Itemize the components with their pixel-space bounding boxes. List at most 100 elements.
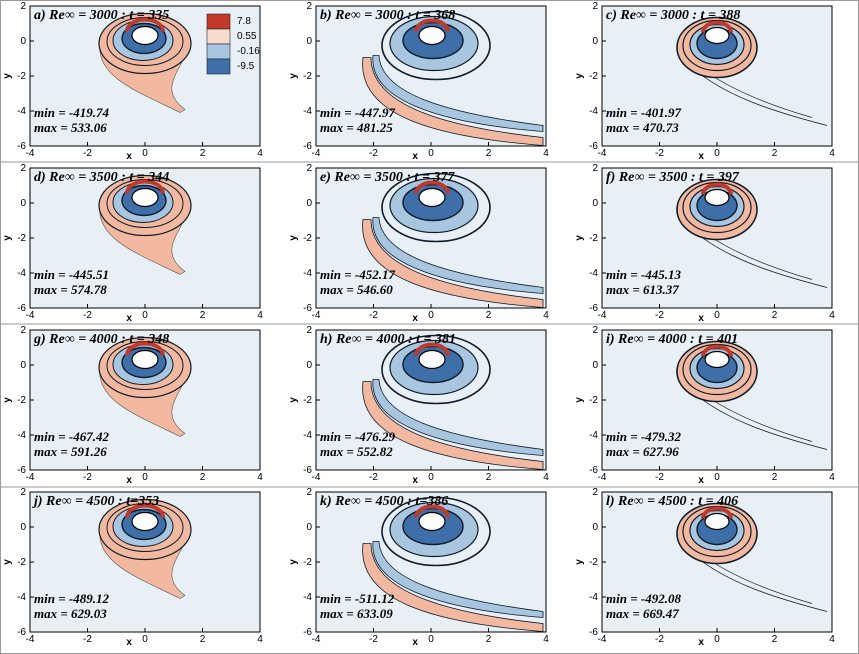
panel-title: k) Re∞ = 4500 : t=386 — [320, 494, 448, 509]
min-value: min = -447.97 — [320, 105, 395, 120]
swirl-arm — [362, 381, 544, 470]
x-tick-label: 0 — [714, 148, 720, 159]
x-tick-label: -2 — [369, 310, 378, 321]
y-tick-label: 0 — [20, 36, 26, 47]
colorbar-label: 7.8 — [237, 16, 251, 27]
min-value: min = -467.42 — [34, 429, 109, 444]
x-tick-label: 4 — [257, 634, 263, 645]
cylinder — [418, 349, 446, 370]
colorbar-swatch — [206, 13, 231, 30]
x-tick-label: -4 — [312, 472, 321, 483]
y-tick-label: 2 — [592, 487, 598, 498]
outer-ring — [381, 334, 491, 405]
y-tick-label: 2 — [306, 487, 312, 498]
y-tick-label: 0 — [306, 522, 312, 533]
y-axis-label: y — [2, 73, 13, 79]
y-tick-label: 2 — [306, 1, 312, 12]
x-tick-label: -4 — [312, 310, 321, 321]
x-tick-label: -4 — [598, 148, 607, 159]
y-tick-label: -2 — [589, 557, 598, 568]
y-tick-label: -6 — [589, 141, 598, 152]
red-cap — [414, 18, 450, 32]
wake-line — [706, 234, 813, 280]
min-value: min = -419.74 — [34, 105, 109, 120]
x-axis-label: x — [126, 475, 132, 486]
max-value: max = 470.73 — [606, 120, 679, 135]
red-cap — [414, 504, 450, 518]
max-value: max = 613.37 — [606, 282, 679, 297]
wake-line — [691, 67, 828, 126]
x-tick-label: 2 — [486, 148, 492, 159]
y-tick-label: -6 — [17, 141, 26, 152]
y-axis-label: y — [574, 235, 585, 241]
panel-title: g) Re∞ = 4000 : t = 348 — [33, 332, 169, 347]
y-tick-label: -6 — [589, 627, 598, 638]
colorbar-swatch — [206, 28, 231, 45]
x-axis-label: x — [126, 151, 132, 162]
x-tick-label: 2 — [486, 310, 492, 321]
y-tick-label: 2 — [20, 325, 26, 336]
max-value: max = 669.47 — [606, 606, 679, 621]
y-tick-label: 0 — [306, 198, 312, 209]
x-tick-label: 2 — [200, 148, 206, 159]
x-tick-label: -2 — [655, 310, 664, 321]
y-tick-label: 2 — [306, 163, 312, 174]
panel-title: h) Re∞ = 4000 : t = 381 — [320, 332, 456, 347]
wake-line — [706, 558, 813, 604]
y-tick-label: 2 — [592, 163, 598, 174]
cylinder — [131, 187, 159, 208]
red-cap — [125, 503, 165, 518]
x-tick-label: -4 — [26, 472, 35, 483]
x-axis-label: x — [698, 475, 704, 486]
y-axis-label: y — [2, 559, 13, 565]
panel-title: b) Re∞ = 3000 : t = 368 — [320, 8, 455, 23]
max-value: max = 481.25 — [320, 120, 393, 135]
x-tick-label: 0 — [428, 310, 434, 321]
y-tick-label: -2 — [17, 557, 26, 568]
colorbar-label: 0.55 — [237, 31, 257, 42]
outer-ring — [381, 172, 491, 243]
y-tick-label: 0 — [592, 198, 598, 209]
y-tick-label: -2 — [303, 71, 312, 82]
y-tick-label: -6 — [303, 141, 312, 152]
x-tick-label: 4 — [829, 634, 835, 645]
x-tick-label: -4 — [26, 310, 35, 321]
x-tick-label: -2 — [83, 310, 92, 321]
swirl-arm — [372, 541, 544, 618]
x-tick-label: 0 — [428, 472, 434, 483]
y-tick-label: -4 — [17, 592, 26, 603]
y-tick-label: -6 — [17, 303, 26, 314]
x-axis-label: x — [698, 313, 704, 324]
red-cap — [125, 179, 165, 194]
y-tick-label: 0 — [592, 360, 598, 371]
y-tick-label: 2 — [20, 163, 26, 174]
y-tick-label: -4 — [589, 592, 598, 603]
x-tick-label: -2 — [655, 148, 664, 159]
max-value: max = 627.96 — [606, 444, 679, 459]
y-tick-label: -2 — [303, 557, 312, 568]
x-tick-label: 4 — [829, 472, 835, 483]
contour-line — [106, 341, 184, 390]
red-cap — [701, 506, 733, 519]
max-value: max = 629.03 — [34, 606, 107, 621]
y-tick-label: 2 — [20, 1, 26, 12]
cylinder — [704, 188, 730, 207]
x-tick-label: 0 — [428, 634, 434, 645]
wake-line — [706, 72, 813, 118]
swirl-arm — [362, 57, 544, 146]
x-axis-label: x — [126, 637, 132, 648]
x-tick-label: -4 — [312, 634, 321, 645]
cylinder — [131, 349, 159, 370]
y-axis-label: y — [288, 397, 299, 403]
cylinder — [131, 511, 159, 532]
red-cap — [414, 180, 450, 194]
x-tick-label: -2 — [655, 634, 664, 645]
x-tick-label: 0 — [142, 310, 148, 321]
x-tick-label: 0 — [142, 634, 148, 645]
swirl-arm — [372, 217, 544, 294]
y-tick-label: -2 — [589, 233, 598, 244]
x-tick-label: -2 — [83, 148, 92, 159]
